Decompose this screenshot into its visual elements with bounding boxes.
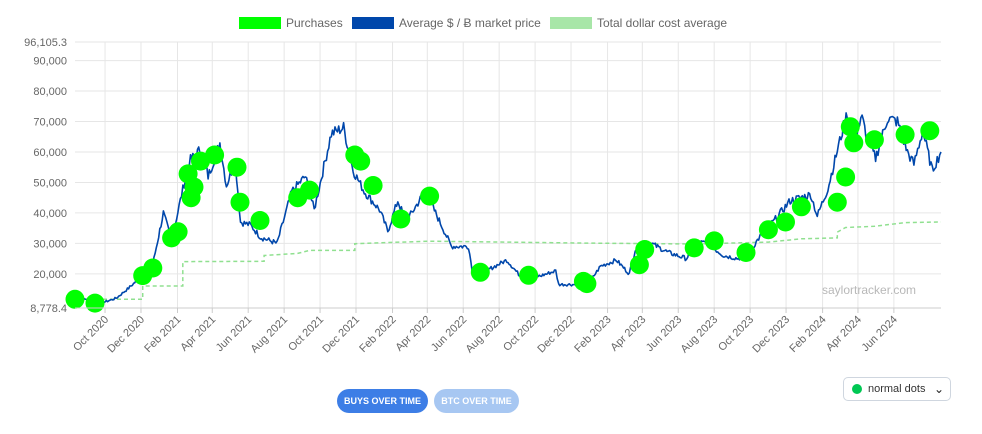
x-tick-label: Feb 2024 [787,314,828,355]
legend-item-dollar-cost-average[interactable]: Total dollar cost average [550,16,727,30]
legend-swatch-market-price [352,17,394,29]
purchase-dot [895,125,915,145]
x-tick-label: Dec 2022 [535,314,577,356]
legend-item-purchases[interactable]: Purchases [239,16,343,30]
purchase-dot [85,293,105,313]
x-tick-label: Feb 2023 [572,314,613,355]
legend-label-dollar-cost-average: Total dollar cost average [597,16,728,30]
purchase-dot [363,176,383,195]
dot-style-selected: normal dots [868,383,926,395]
purchase-dot [635,240,655,259]
x-tick-label: Feb 2021 [142,314,183,355]
y-tick-label: 90,000 [33,56,67,68]
x-tick-label: Jun 2024 [859,314,899,354]
legend-swatch-purchases [239,17,281,29]
y-tick-label: 96,105.3 [24,37,67,49]
purchase-dot [230,192,250,212]
purchase-dot [351,151,371,171]
x-tick-label: Feb 2022 [357,314,398,355]
purchase-dots-layer [65,117,940,313]
legend-swatch-dollar-cost-average [550,17,592,29]
chevron-down-icon: ⌄ [933,382,944,396]
watermark: saylortracker.com [822,283,917,297]
purchase-dot [629,255,649,275]
chart-legend: Purchases Average $ / Ƀ market price Tot… [0,16,982,36]
purchase-dot [577,274,597,294]
y-tick-label: 40,000 [33,208,67,220]
x-tick-label: Aug 2023 [679,314,721,356]
green-dot-icon [852,384,862,394]
y-tick-label: 80,000 [33,86,67,98]
y-tick-label: 60,000 [33,147,67,159]
purchase-dot [864,130,884,150]
x-tick-label: Aug 2021 [248,314,290,356]
x-tick-label: Apr 2021 [178,314,218,354]
purchase-dot [519,265,539,285]
dot-style-dropdown[interactable]: normal dots ⌄ [843,377,951,401]
purchase-dot [391,209,411,229]
grid-layer [75,41,941,309]
purchase-dot [840,117,860,137]
y-tick-label: 70,000 [33,117,67,129]
x-tick-label: Apr 2023 [608,314,648,354]
purchase-dot [776,212,795,232]
x-tick-label: Dec 2020 [105,314,147,356]
dca-layer [75,221,942,301]
purchase-dot [827,192,847,212]
x-tick-label: Dec 2023 [750,314,792,356]
purchase-dot [791,197,811,217]
x-tick-label: Apr 2022 [393,314,433,354]
purchase-dot [684,238,704,258]
y-tick-label: 50,000 [33,177,67,189]
purchase-dot [300,180,319,200]
purchase-dot [420,186,440,206]
legend-label-market-price: Average $ / Ƀ market price [399,16,541,30]
buys-over-time-button[interactable]: BUYS OVER TIME [337,389,428,413]
purchase-dot [184,177,204,197]
purchase-dot [836,167,856,187]
x-tick-label: Apr 2024 [824,314,864,354]
axis-layer: 8,778.4 20,000 30,000 40,000 50,000 60,000 70,… [24,37,941,355]
purchase-dot [168,222,188,242]
purchase-dot [920,121,940,141]
btc-over-time-button[interactable]: BTC OVER TIME [434,389,519,413]
x-tick-label: Aug 2022 [463,314,505,356]
y-tick-label: 20,000 [33,269,67,281]
dca-line [75,221,942,301]
purchase-dot [704,231,724,251]
y-tick-label: 30,000 [33,238,67,250]
purchase-dot [250,211,270,230]
purchase-dot [65,289,85,309]
purchase-dot [736,243,756,262]
purchase-dot [470,262,490,282]
purchase-dot [227,157,247,177]
purchase-dot [844,133,864,153]
y-tick-label: 8,778.4 [30,303,67,315]
purchase-dot [758,220,778,240]
purchase-dot [205,145,225,165]
legend-label-purchases: Purchases [286,16,343,30]
purchase-dot [143,258,163,278]
x-tick-label: Dec 2021 [320,314,362,356]
legend-item-market-price[interactable]: Average $ / Ƀ market price [352,16,541,30]
